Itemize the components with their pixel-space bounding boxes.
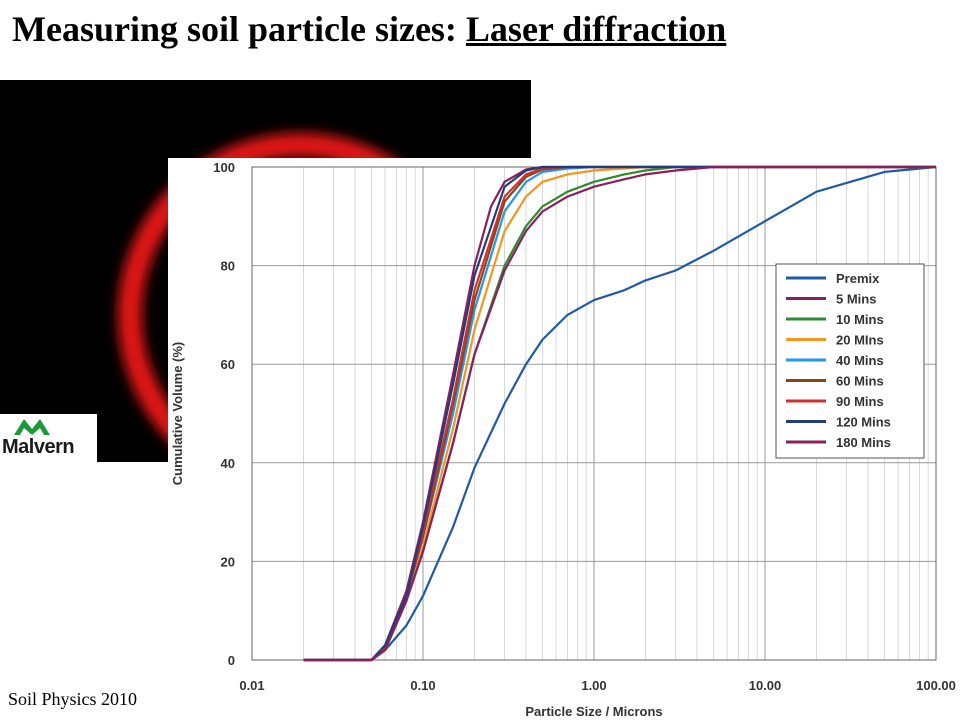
y-axis-label: Cumulative Volume (%) [170,342,185,486]
legend-label: 120 Mins [836,415,891,430]
slide-title-underlined: Laser diffraction [465,9,727,49]
legend-label: 180 Mins [836,435,891,450]
x-tick-label: 0.01 [239,678,264,693]
series-line [303,165,936,662]
x-tick-label: 10.00 [749,678,782,693]
y-tick-label: 20 [221,554,235,569]
series-line [303,165,936,662]
series-line [303,165,937,662]
footer-text: Soil Physics 2010 [8,689,138,709]
y-tick-label: 80 [221,259,235,274]
x-tick-label: 100.00 [916,678,956,693]
chart-legend: Premix 5 Mins 10 Mins 20 MIns 40 Mins 60 Mins… [775,263,925,459]
series-line [303,165,936,662]
slide-title: Measuring soil particle sizes: Laser dif… [12,8,726,50]
chart-panel: 0.01 0.10 1.00 10.00 100.00 0 20 40 60 80 100 Parti… [168,158,960,720]
legend-label: 20 MIns [836,333,884,348]
y-tick-label: 100 [213,160,235,175]
slide-title-main: Measuring soil particle sizes: [12,9,466,49]
malvern-mountain-icon [14,419,50,435]
cumulative-volume-chart: 0.01 0.10 1.00 10.00 100.00 0 20 40 60 80 100 Parti… [170,160,956,719]
logo-text: Malvern [2,436,75,458]
x-tick-label: 1.00 [581,678,606,693]
legend-label: 10 Mins [836,312,884,327]
legend-label: Premix [836,271,880,286]
legend-label: 60 Mins [836,374,884,389]
x-tick-label: 0.10 [410,678,435,693]
y-tick-label: 60 [221,357,235,372]
legend-label: 5 Mins [836,292,876,307]
y-tick-label: 40 [221,456,235,471]
legend-label: 90 Mins [836,394,884,409]
y-tick-label: 0 [228,653,235,668]
x-axis-label: Particle Size / Microns [525,704,662,719]
malvern-logo: Malvern [0,414,97,462]
legend-label: 40 Mins [836,353,884,368]
